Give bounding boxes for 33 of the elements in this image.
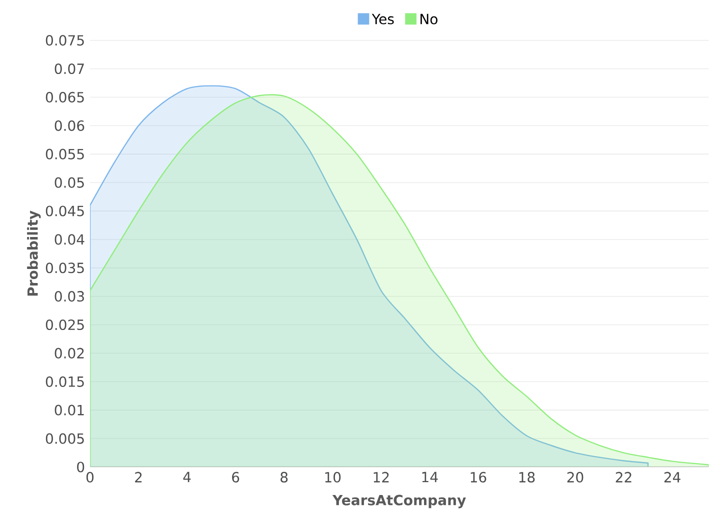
x-axis-title: YearsAtCompany	[332, 494, 466, 508]
y-tick-label: 0.03	[54, 291, 84, 302]
x-tick-label: 10	[325, 472, 341, 483]
y-tick-label: 0	[77, 462, 84, 472]
y-tick-label: 0.035	[46, 262, 84, 274]
y-tick-label: 0.045	[46, 206, 84, 216]
x-tick-label: 4	[183, 472, 191, 482]
x-tick-label: 8	[280, 472, 288, 483]
x-tick-label: 24	[664, 472, 680, 482]
y-tick-label: 0.06	[54, 120, 84, 131]
y-tick-label: 0.065	[46, 92, 84, 102]
y-tick-label: 0.07	[54, 63, 84, 74]
y-tick-label: 0.055	[46, 148, 84, 160]
x-tick-label: 16	[470, 472, 486, 483]
x-tick-label: 6	[232, 472, 240, 483]
x-tick-label: 22	[616, 472, 632, 482]
x-tick-label: 18	[519, 472, 535, 483]
y-tick-label: 0.015	[46, 376, 84, 387]
y-tick-label: 0.02	[54, 348, 84, 359]
y-tick-label: 0.01	[54, 404, 84, 416]
y-tick-label: 0.005	[46, 433, 84, 444]
x-tick-label: 0	[86, 472, 94, 483]
y-axis-title: Probability	[27, 210, 41, 296]
x-tick-label: 20	[567, 472, 584, 483]
x-tick-label: 12	[374, 472, 389, 482]
legend-label: Yes	[372, 14, 394, 24]
y-tick-label: 0.05	[54, 177, 84, 188]
legend-label: No	[420, 14, 438, 24]
x-tick-label: 2	[135, 472, 142, 482]
y-tick-label: 0.025	[46, 319, 84, 330]
y-tick-label: 0.075	[46, 35, 84, 46]
x-tick-label: 14	[422, 472, 438, 482]
y-tick-label: 0.04	[54, 234, 84, 245]
